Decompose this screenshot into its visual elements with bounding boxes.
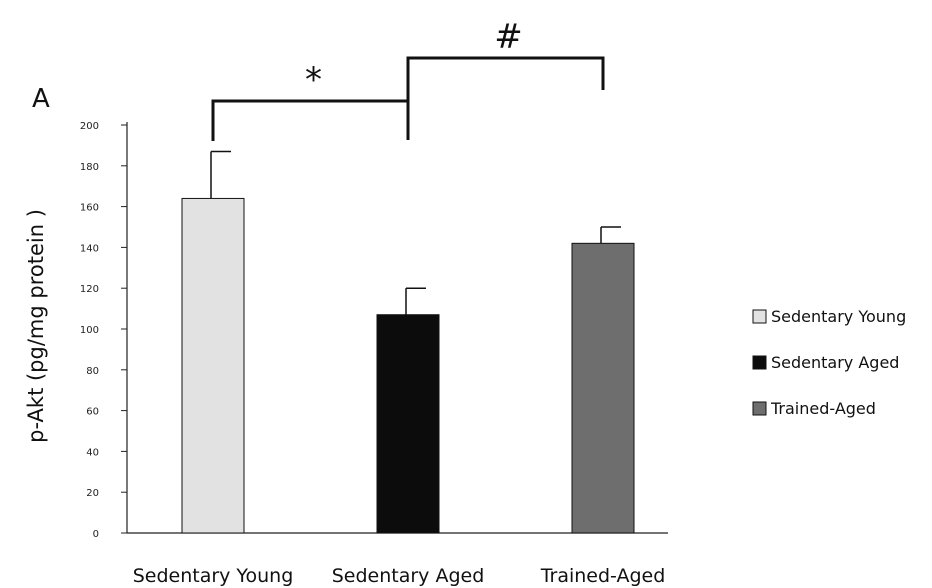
y-tick-label: 60	[86, 407, 99, 418]
significance-marker: *	[305, 60, 322, 100]
x-category-label: Trained-Aged	[540, 565, 666, 587]
y-tick-label: 80	[86, 366, 99, 377]
y-tick-label: 160	[80, 203, 99, 214]
y-tick-label: 180	[80, 162, 99, 173]
panel-label: A	[32, 84, 50, 114]
significance-bracket	[211, 99, 410, 141]
x-category-label: Sedentary Young	[133, 565, 294, 587]
legend-label: Trained-Aged	[770, 399, 876, 418]
bar	[181, 197, 245, 534]
significance-bracket	[406, 56, 605, 140]
y-tick-label: 200	[80, 121, 99, 132]
significance-marker: #	[494, 17, 523, 57]
y-axis-label: p-Akt (pg/mg protein )	[24, 209, 48, 443]
y-tick-label: 40	[86, 447, 99, 458]
y-tick-label: 100	[80, 325, 99, 336]
legend-swatch	[752, 355, 767, 370]
x-category-label: Sedentary Aged	[332, 565, 485, 587]
y-tick-label: 120	[80, 284, 99, 295]
y-tick-label: 20	[86, 488, 99, 499]
y-tick-label: 0	[93, 529, 99, 540]
bar	[571, 242, 635, 534]
legend-swatch	[752, 309, 767, 324]
legend-label: Sedentary Young	[771, 307, 906, 326]
legend-swatch	[752, 401, 767, 416]
y-tick-label: 140	[80, 243, 99, 254]
legend-label: Sedentary Aged	[771, 353, 899, 372]
bar	[376, 314, 440, 534]
